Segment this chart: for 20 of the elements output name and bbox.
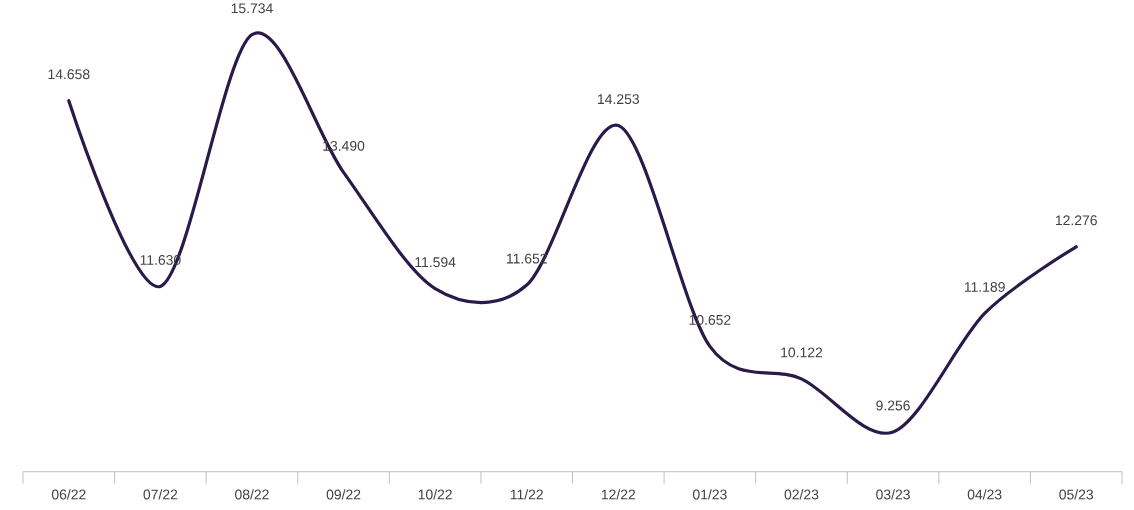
x-tick-label: 04/23 <box>967 489 1002 500</box>
data-label: 10.122 <box>781 347 823 358</box>
data-label: 11.594 <box>415 257 456 268</box>
x-tick-label: 12/22 <box>601 489 636 500</box>
data-label: 14.658 <box>48 69 90 80</box>
data-label: 14.253 <box>598 94 639 105</box>
x-tick-label: 05/23 <box>1059 489 1094 500</box>
x-tick-label: 01/23 <box>692 489 727 500</box>
x-tick-label: 08/22 <box>235 489 269 500</box>
x-tick-label: 06/22 <box>51 489 86 500</box>
x-tick-label: 11/22 <box>510 489 543 500</box>
x-tick-label: 10/22 <box>418 489 452 500</box>
x-tick-label: 07/22 <box>143 489 178 500</box>
x-tick-label: 09/22 <box>326 489 361 500</box>
x-tick-label: 02/23 <box>784 489 819 500</box>
data-label: 9.256 <box>876 400 910 411</box>
data-label: 12.276 <box>1055 215 1097 226</box>
data-label: 15.734 <box>231 3 273 14</box>
x-tick-label: 03/23 <box>876 489 910 500</box>
data-label: 11.189 <box>964 282 1005 293</box>
